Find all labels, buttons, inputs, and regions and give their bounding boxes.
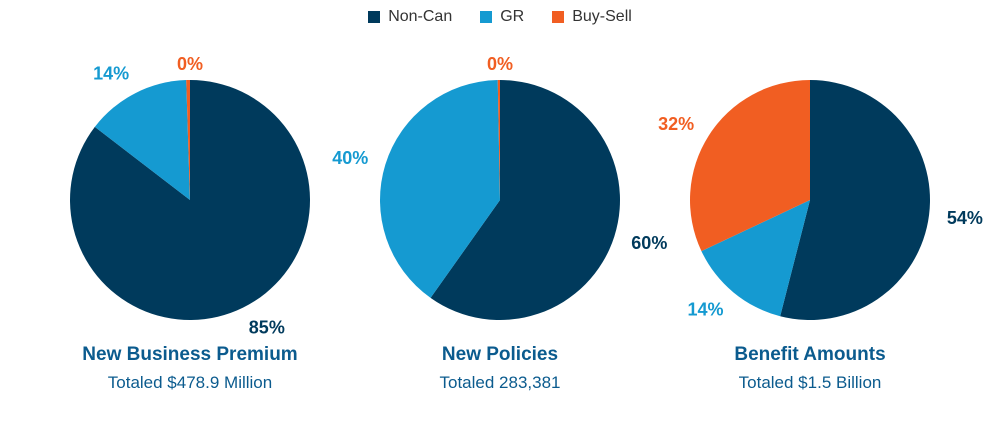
legend-item-buy-sell: Buy-Sell [552,8,632,26]
pie-2-title: New Policies [441,344,559,365]
legend-item-gr: GR [480,8,524,26]
legend-item-non-can: Non-Can [368,8,452,26]
legend-label-non-can: Non-Can [388,8,453,25]
pie-1-slice-gr [94,80,190,200]
legend-swatch-non-can [368,11,381,23]
pie-1-slice-buy-sell [186,80,190,200]
pie-2-label-non-can: 60% [631,233,667,253]
legend-swatch-gr [480,11,493,23]
pie-3-slice-non-can [780,80,931,320]
pie-3-subtitle: Totaled $1.5 Billion [738,373,882,392]
pie-3-title: Benefit Amounts [734,344,886,365]
legend-swatch-buy-sell [552,11,565,23]
pie-2-label-gr: 40% [332,148,368,168]
pie-3-label-gr: 14% [687,299,723,319]
pie-2-slice-gr [379,80,500,298]
pie-2-subtitle: Totaled 283,381 [439,373,561,392]
pie-2-label-buy-sell: 0% [487,54,513,74]
pie-1-title: New Business Premium [82,344,298,365]
pie-1-label-buy-sell: 0% [177,54,203,74]
pie-1-subtitle: Totaled $478.9 Million [107,373,273,392]
pie-2-slice-buy-sell [497,79,500,200]
pie-1-slice-non-can [70,80,311,321]
pie-3-label-non-can: 54% [947,208,983,228]
chart-legend: Non-Can GR Buy-Sell [0,8,1000,26]
legend-label-buy-sell: Buy-Sell [572,8,632,25]
pie-3-slice-gr [701,200,810,317]
legend-label-gr: GR [500,8,525,25]
pie-1-label-non-can: 85% [249,317,285,337]
pie-3-slice-buy-sell [690,80,810,252]
pie-3-label-buy-sell: 32% [658,114,694,134]
pie-1-label-gr: 14% [93,64,129,84]
pie-2-slice-non-can [430,80,620,320]
